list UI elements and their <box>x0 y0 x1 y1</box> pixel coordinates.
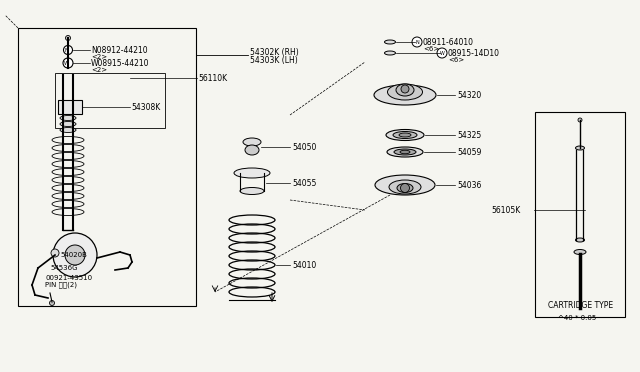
Circle shape <box>412 37 422 47</box>
Ellipse shape <box>374 85 436 105</box>
Ellipse shape <box>397 183 413 192</box>
Text: <6>: <6> <box>423 46 439 52</box>
Text: 54325: 54325 <box>457 131 481 140</box>
Circle shape <box>65 245 85 265</box>
Ellipse shape <box>385 40 396 44</box>
Text: 56110K: 56110K <box>198 74 227 83</box>
Text: <6>: <6> <box>448 57 464 63</box>
Circle shape <box>578 118 582 122</box>
Text: 54020B: 54020B <box>60 252 87 258</box>
Ellipse shape <box>574 250 586 254</box>
Text: N: N <box>65 48 69 52</box>
Text: 54010: 54010 <box>292 260 316 269</box>
Ellipse shape <box>575 146 584 150</box>
Circle shape <box>401 183 410 192</box>
Ellipse shape <box>60 128 76 132</box>
Ellipse shape <box>243 138 261 146</box>
Ellipse shape <box>386 129 424 141</box>
Ellipse shape <box>245 145 259 155</box>
Ellipse shape <box>575 238 584 242</box>
Text: <2>: <2> <box>91 67 107 73</box>
Text: ^40 * 0.05: ^40 * 0.05 <box>558 315 596 321</box>
Text: 56105K: 56105K <box>492 205 521 215</box>
Circle shape <box>51 249 59 257</box>
Text: 08911-64010: 08911-64010 <box>423 38 474 46</box>
Circle shape <box>401 85 409 93</box>
Ellipse shape <box>385 51 396 55</box>
Text: N08912-44210: N08912-44210 <box>91 45 148 55</box>
Text: W: W <box>440 51 444 55</box>
Bar <box>18 28 196 306</box>
Ellipse shape <box>387 147 423 157</box>
Text: 54055: 54055 <box>292 179 316 187</box>
Ellipse shape <box>396 84 414 96</box>
Ellipse shape <box>394 149 416 155</box>
Ellipse shape <box>60 115 76 121</box>
Bar <box>55 73 165 128</box>
Ellipse shape <box>400 150 410 154</box>
Text: 54308K: 54308K <box>131 103 160 112</box>
Ellipse shape <box>389 180 421 194</box>
Text: <2>: <2> <box>91 54 107 60</box>
Text: CARTRIDGE TYPE: CARTRIDGE TYPE <box>548 301 613 310</box>
Circle shape <box>63 58 73 68</box>
Ellipse shape <box>65 35 70 41</box>
Ellipse shape <box>240 187 264 195</box>
Ellipse shape <box>234 168 270 178</box>
Text: 54302K (RH): 54302K (RH) <box>250 48 299 57</box>
Text: 54303K (LH): 54303K (LH) <box>250 55 298 64</box>
Text: W: W <box>64 61 69 65</box>
Ellipse shape <box>60 122 76 126</box>
Ellipse shape <box>399 133 411 137</box>
Text: 08915-14D10: 08915-14D10 <box>448 48 500 58</box>
Ellipse shape <box>375 175 435 195</box>
Text: 54036: 54036 <box>457 180 481 189</box>
Circle shape <box>49 301 54 305</box>
Bar <box>58 100 82 114</box>
Ellipse shape <box>387 84 422 100</box>
Text: 54059: 54059 <box>457 148 481 157</box>
Circle shape <box>63 45 72 55</box>
Text: 54536G: 54536G <box>50 265 77 271</box>
Text: 54320: 54320 <box>457 90 481 99</box>
Bar <box>535 112 625 317</box>
Circle shape <box>53 233 97 277</box>
Text: 00921-43510: 00921-43510 <box>45 275 92 281</box>
Text: W08915-44210: W08915-44210 <box>91 58 150 67</box>
Text: PIN ピン(2): PIN ピン(2) <box>45 282 77 288</box>
Text: N: N <box>415 39 419 45</box>
Text: 54050: 54050 <box>292 142 316 151</box>
Circle shape <box>437 48 447 58</box>
Ellipse shape <box>393 131 417 138</box>
